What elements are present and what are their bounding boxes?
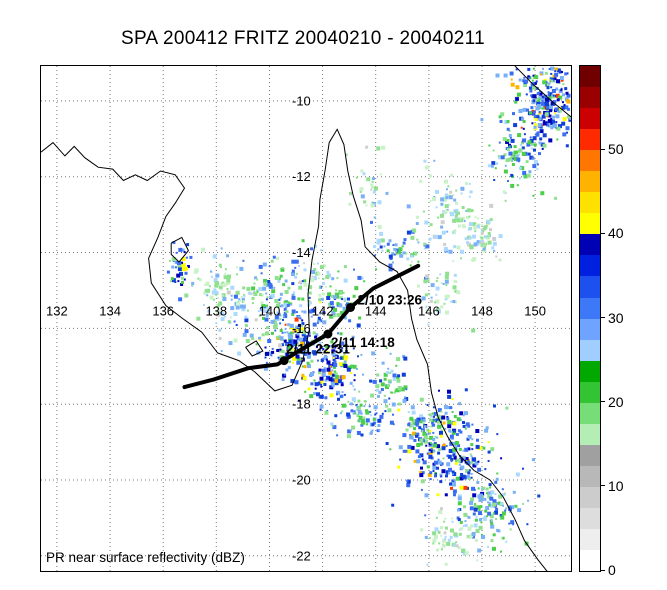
track-time-label: 2/11 14:18 [331, 335, 395, 350]
colorbar-segment [580, 465, 600, 487]
track-marker [346, 303, 355, 312]
colorbar-tick-mark [601, 232, 605, 234]
coastline-layer [41, 66, 571, 571]
coastline [41, 128, 548, 571]
lon-tick-label: 140 [259, 304, 281, 319]
colorbar-segment [580, 444, 600, 466]
lon-tick-label: 148 [471, 304, 493, 319]
track-layer: 2/10 23:26 2/11 14:182/11 22:31 [182, 263, 423, 390]
colorbar-segment [580, 150, 600, 172]
colorbar-segment [580, 276, 600, 298]
map-plot: 132 134 136 138 140 142 144 146 148 150 -10 -12 -14 -… [40, 65, 572, 572]
colorbar-tick-label: 30 [608, 309, 624, 326]
coastline [245, 340, 264, 357]
track-time-label: 2/11 22:31 [286, 342, 350, 357]
colorbar-segment [580, 87, 600, 109]
track-marker [323, 329, 333, 339]
lat-tick-label: -10 [292, 93, 311, 108]
lon-tick-label: 142 [312, 304, 334, 319]
colorbar-tick-mark [601, 569, 605, 571]
colorbar-segment [580, 297, 600, 319]
colorbar-segment [580, 381, 600, 403]
colorbar [579, 65, 601, 572]
colorbar-segment [580, 529, 600, 551]
plot-svg: 132 134 136 138 140 142 144 146 148 150 -10 -12 -14 -… [41, 66, 571, 571]
colorbar-segment [580, 402, 600, 424]
lon-tick-label: 132 [46, 304, 68, 319]
track-marker [279, 356, 289, 366]
colorbar-tick-mark [601, 148, 605, 150]
colorbar-tick-label: 20 [608, 393, 624, 410]
colorbar-segment [580, 171, 600, 193]
colorbar-segment [580, 255, 600, 277]
lon-tick-label: 136 [152, 304, 174, 319]
colorbar-segment [580, 339, 600, 361]
lat-tick-label: -14 [292, 245, 311, 260]
reflectivity-layer [166, 66, 571, 566]
colorbar-segment [580, 192, 600, 214]
colorbar-ticks: 50 40 30 20 10 0 [601, 65, 641, 577]
colorbar-segment [580, 423, 600, 445]
coastline [514, 66, 571, 118]
colorbar-segment [580, 360, 600, 382]
storm-track [182, 263, 421, 390]
coastline [170, 236, 189, 263]
grid-layer [41, 66, 571, 571]
colorbar-segment [580, 129, 600, 151]
axis-label-layer: 132 134 136 138 140 142 144 146 148 150 -10 -12 -14 -… [46, 93, 546, 563]
colorbar-segment [580, 318, 600, 340]
lat-tick-label: -20 [292, 473, 311, 488]
colorbar-segment [580, 486, 600, 508]
colorbar-segment [580, 213, 600, 235]
colorbar-tick-mark [601, 401, 605, 403]
track-time-label: 2/10 23:26 [358, 293, 423, 308]
colorbar-segment [580, 108, 600, 130]
colorbar-segment [580, 234, 600, 256]
reflectivity-caption: PR near surface reflectivity (dBZ) [46, 550, 245, 565]
colorbar-tick-label: 0 [608, 562, 616, 578]
colorbar-tick-mark [601, 317, 605, 318]
colorbar-tick-label: 50 [608, 141, 624, 158]
chart-title: SPA 200412 FRITZ 20040210 - 20040211 [121, 28, 485, 49]
lat-tick-label: -22 [292, 548, 311, 563]
lon-tick-label: 146 [418, 304, 440, 319]
colorbar-segment [580, 507, 600, 530]
colorbar-tick-mark [601, 485, 605, 487]
lat-tick-label: -12 [292, 169, 311, 184]
lon-tick-label: 144 [365, 304, 387, 319]
lon-tick-label: 134 [99, 304, 121, 319]
colorbar-tick-label: 10 [608, 477, 624, 494]
lon-tick-label: 150 [524, 304, 546, 319]
lat-tick-label: -16 [292, 321, 311, 336]
colorbar-segment [580, 550, 600, 572]
lat-tick-label: -18 [292, 397, 311, 412]
lon-tick-label: 138 [205, 304, 227, 319]
colorbar-tick-label: 40 [608, 225, 624, 242]
colorbar-segment [580, 66, 600, 88]
